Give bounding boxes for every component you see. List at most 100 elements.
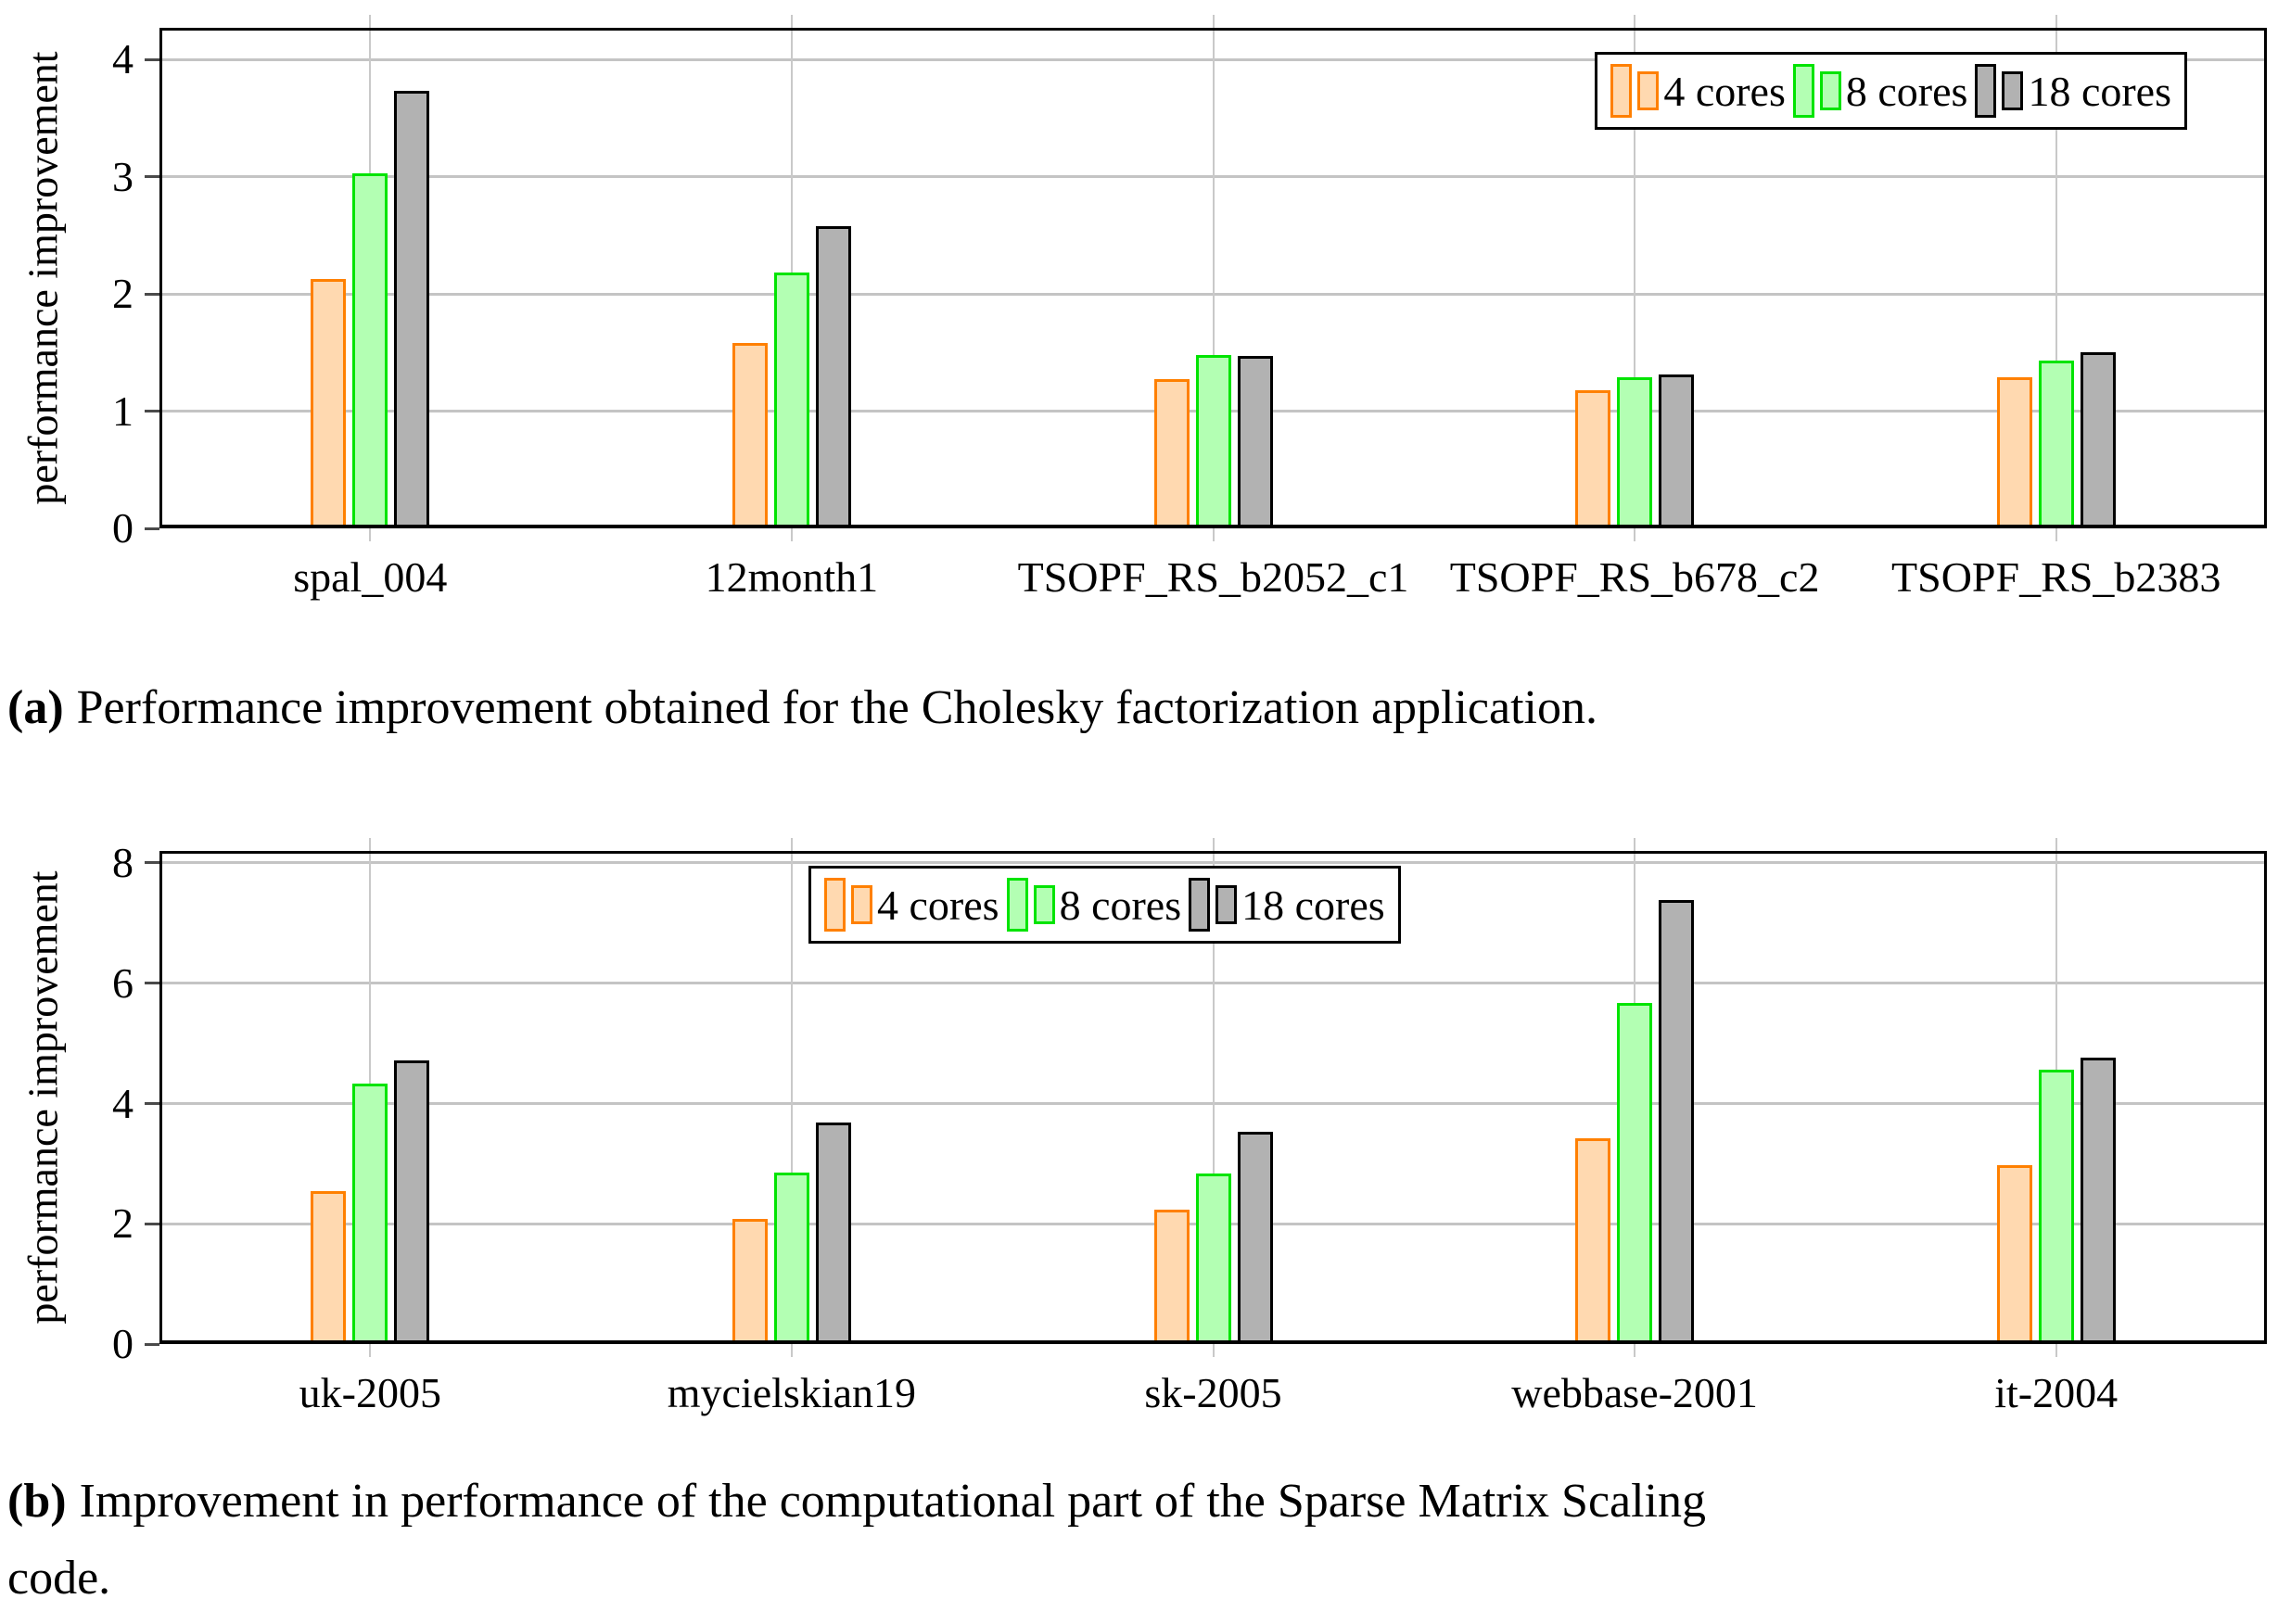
bar-18-cores-mycielskian19 (815, 1123, 851, 1344)
y-tick-label-0: 0 (112, 504, 134, 552)
bar-18-cores-sk-2005 (1237, 1131, 1273, 1344)
legend-entry-8-cores: 8 cores (1006, 878, 1181, 932)
y-tick-mark-1 (145, 410, 159, 413)
legend-marker-tall (1792, 64, 1814, 118)
y-tick-label-3: 3 (112, 152, 134, 200)
bar-4-cores-spal_004 (311, 278, 347, 528)
x-category-label-spal_004: spal_004 (293, 553, 448, 601)
bar-8-cores-webbase-2001 (1617, 1003, 1653, 1344)
x-category-label-12month1: 12month1 (705, 553, 879, 601)
bar-4-cores-TSOPF_RS_b2052_c1 (1153, 379, 1190, 528)
bar-4-cores-sk-2005 (1153, 1209, 1190, 1344)
bar-group-spal_004 (311, 91, 430, 528)
legend-entry-4-cores: 4 cores (1610, 64, 1786, 118)
legend-entry-4-cores: 4 cores (824, 878, 999, 932)
y-tick-label-4: 4 (112, 1079, 134, 1127)
bar-group-uk-2005 (311, 1059, 430, 1344)
bar-8-cores-sk-2005 (1195, 1173, 1231, 1344)
bar-8-cores-TSOPF_RS_b678_c2 (1617, 376, 1653, 528)
caption-text-line2: code. (7, 1552, 111, 1605)
legend: 4 cores 8 cores 18 cores (1595, 52, 2187, 130)
caption-line: (a) Performance improvement obtained for … (7, 669, 2270, 746)
gridline-x-TSOPF_RS_b678_c2 (1634, 15, 1636, 541)
caption-text: Performance improvement obtained for the… (76, 681, 1597, 734)
x-category-label-uk-2005: uk-2005 (299, 1369, 441, 1416)
y-tick-mark-0 (145, 1342, 159, 1346)
bar-4-cores-TSOPF_RS_b678_c2 (1575, 389, 1611, 528)
x-category-label-sk-2005: sk-2005 (1144, 1369, 1282, 1416)
legend-label: 8 cores (1845, 67, 1968, 115)
legend-marker-tall (1975, 64, 1997, 118)
caption-b: (b) Improvement in performance of the com… (7, 1463, 2274, 1617)
y-tick-label-6: 6 (112, 958, 134, 1007)
x-category-label-it-2004: it-2004 (1994, 1369, 2119, 1416)
legend-marker-short (851, 885, 872, 924)
legend-marker-tall (1610, 64, 1633, 118)
y-tick-mark-0 (145, 527, 159, 530)
bar-8-cores-uk-2005 (352, 1084, 388, 1344)
bar-18-cores-TSOPF_RS_b2052_c1 (1237, 356, 1273, 528)
bar-4-cores-webbase-2001 (1575, 1138, 1611, 1344)
bar-4-cores-12month1 (732, 343, 768, 528)
bar-group-12month1 (732, 225, 851, 528)
y-tick-mark-4 (145, 1102, 159, 1105)
x-category-label-TSOPF_RS_b2383: TSOPF_RS_b2383 (1891, 553, 2221, 601)
y-tick-mark-2 (145, 1222, 159, 1225)
legend-label: 4 cores (877, 881, 999, 929)
chart-a: performance improvement 4 cores 8 cores 18… (0, 0, 2278, 601)
x-category-label-TSOPF_RS_b2052_c1: TSOPF_RS_b2052_c1 (1017, 553, 1409, 601)
legend-entry-8-cores: 8 cores (1792, 64, 1968, 118)
bar-group-TSOPF_RS_b2383 (1996, 352, 2116, 528)
bar-18-cores-it-2004 (2080, 1058, 2116, 1344)
y-tick-mark-6 (145, 982, 159, 985)
x-category-label-TSOPF_RS_b678_c2: TSOPF_RS_b678_c2 (1449, 553, 1820, 601)
y-tick-label-4: 4 (112, 35, 134, 83)
bar-group-mycielskian19 (732, 1123, 851, 1344)
legend-marker-tall (1006, 878, 1028, 932)
bar-group-webbase-2001 (1575, 900, 1695, 1344)
bar-18-cores-webbase-2001 (1659, 900, 1695, 1344)
y-tick-label-2: 2 (112, 1199, 134, 1248)
bar-4-cores-TSOPF_RS_b2383 (1996, 376, 2032, 528)
legend-entry-18-cores: 18 cores (1975, 64, 2171, 118)
legend: 4 cores 8 cores 18 cores (808, 866, 1401, 944)
bar-8-cores-12month1 (773, 273, 809, 528)
bar-4-cores-mycielskian19 (732, 1219, 768, 1344)
bar-18-cores-TSOPF_RS_b678_c2 (1659, 374, 1695, 528)
legend-marker-short (1819, 71, 1841, 110)
legend-marker-short (1637, 71, 1660, 110)
bar-4-cores-uk-2005 (311, 1190, 347, 1344)
bar-8-cores-it-2004 (2038, 1069, 2074, 1344)
y-tick-mark-3 (145, 175, 159, 179)
bar-4-cores-it-2004 (1996, 1165, 2032, 1344)
bar-8-cores-TSOPF_RS_b2052_c1 (1195, 354, 1231, 528)
legend-label: 18 cores (1241, 881, 1385, 929)
bar-18-cores-TSOPF_RS_b2383 (2080, 352, 2116, 528)
y-tick-mark-4 (145, 57, 159, 61)
y-tick-label-8: 8 (112, 838, 134, 886)
chart-b: performance improvement 4 cores 8 cores 18… (0, 0, 2278, 1416)
caption-tag: (a) (7, 681, 64, 734)
legend-marker-tall (1189, 878, 1211, 932)
legend-marker-short (2002, 71, 2024, 110)
legend-marker-short (1215, 885, 1238, 924)
bar-8-cores-TSOPF_RS_b2383 (2038, 361, 2074, 528)
legend-marker-short (1033, 885, 1055, 924)
caption-line: (b) Improvement in performance of the com… (7, 1463, 2274, 1540)
y-tick-label-0: 0 (112, 1320, 134, 1367)
bar-18-cores-12month1 (815, 225, 851, 528)
plot-area: 4 cores 8 cores 18 cores 0 2 4 6 8 uk-2005 mycie… (112, 838, 2267, 1416)
bar-18-cores-uk-2005 (394, 1059, 430, 1344)
caption-a: (a) Performance improvement obtained for … (7, 669, 2270, 746)
y-tick-mark-2 (145, 292, 159, 296)
legend-entry-18-cores: 18 cores (1189, 878, 1385, 932)
caption-text: Improvement in performance of the comput… (79, 1475, 1707, 1528)
bar-18-cores-spal_004 (394, 91, 430, 528)
gridline-x-sk-2005 (1212, 838, 1215, 1357)
caption-tag: (b) (7, 1475, 67, 1528)
legend-label: 4 cores (1663, 67, 1786, 115)
bar-8-cores-spal_004 (352, 172, 388, 528)
bar-group-it-2004 (1996, 1058, 2116, 1344)
y-tick-label-2: 2 (112, 270, 134, 318)
